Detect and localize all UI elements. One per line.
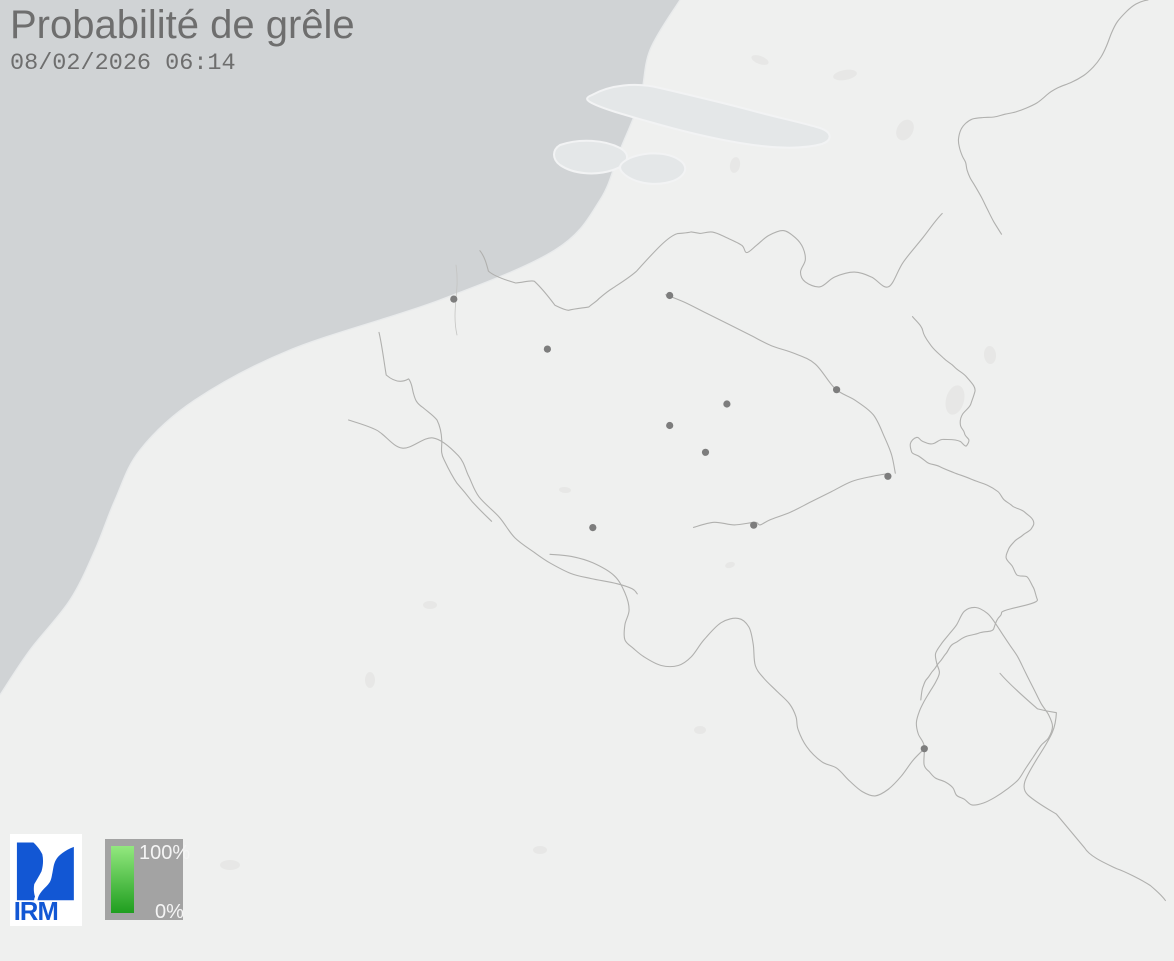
svg-text:IRM: IRM [14,898,58,926]
